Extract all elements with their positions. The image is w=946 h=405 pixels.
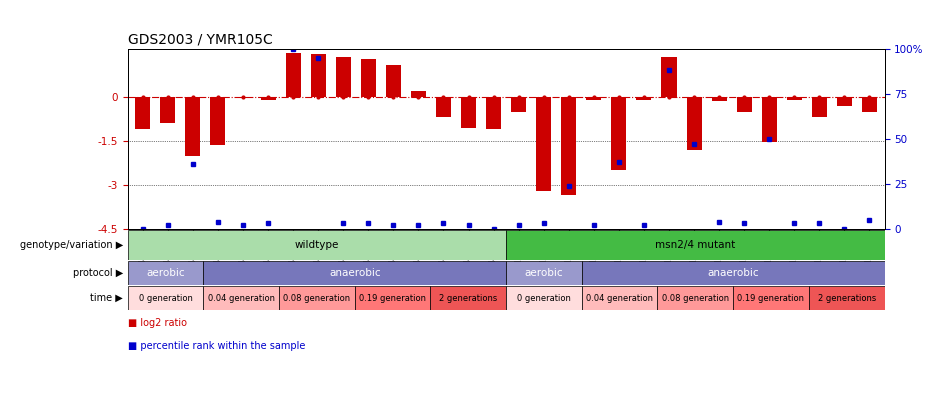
Text: protocol ▶: protocol ▶: [73, 268, 123, 278]
Text: ■ percentile rank within the sample: ■ percentile rank within the sample: [128, 341, 305, 351]
Bar: [536, 97, 552, 191]
Bar: [506, 261, 582, 285]
Bar: [787, 97, 802, 100]
Bar: [762, 97, 777, 143]
Bar: [135, 97, 150, 129]
Text: 0.04 generation: 0.04 generation: [208, 294, 274, 303]
Bar: [336, 58, 351, 97]
Bar: [436, 97, 451, 117]
Bar: [733, 286, 809, 310]
Bar: [711, 97, 727, 101]
Bar: [260, 97, 275, 100]
Bar: [637, 97, 652, 100]
Bar: [210, 97, 225, 145]
Bar: [236, 97, 251, 98]
Bar: [506, 286, 582, 310]
Bar: [128, 286, 203, 310]
Bar: [561, 97, 576, 195]
Bar: [506, 230, 885, 260]
Bar: [430, 286, 506, 310]
Text: time ▶: time ▶: [90, 293, 123, 303]
Text: anaerobic: anaerobic: [708, 268, 759, 278]
Bar: [812, 97, 827, 117]
Bar: [511, 97, 526, 112]
Text: ■ log2 ratio: ■ log2 ratio: [128, 318, 186, 328]
Text: wildtype: wildtype: [295, 240, 339, 250]
Text: 0 generation: 0 generation: [517, 294, 570, 303]
Bar: [360, 59, 376, 97]
Bar: [286, 53, 301, 97]
Text: 0.19 generation: 0.19 generation: [359, 294, 426, 303]
Text: 0.08 generation: 0.08 generation: [662, 294, 728, 303]
Bar: [203, 286, 279, 310]
Bar: [461, 97, 476, 128]
Bar: [411, 90, 426, 97]
Bar: [203, 261, 506, 285]
Bar: [160, 97, 175, 124]
Bar: [661, 58, 676, 97]
Bar: [611, 97, 626, 170]
Text: GDS2003 / YMR105C: GDS2003 / YMR105C: [128, 32, 272, 46]
Bar: [386, 65, 401, 97]
Bar: [657, 286, 733, 310]
Text: anaerobic: anaerobic: [329, 268, 380, 278]
Text: genotype/variation ▶: genotype/variation ▶: [20, 240, 123, 250]
Bar: [355, 286, 430, 310]
Bar: [279, 286, 355, 310]
Bar: [809, 286, 885, 310]
Bar: [310, 54, 325, 97]
Bar: [587, 97, 602, 100]
Text: 0.08 generation: 0.08 generation: [284, 294, 350, 303]
Text: 0.19 generation: 0.19 generation: [738, 294, 804, 303]
Text: msn2/4 mutant: msn2/4 mutant: [656, 240, 735, 250]
Bar: [185, 97, 201, 156]
Text: 2 generations: 2 generations: [817, 294, 876, 303]
Text: 0 generation: 0 generation: [139, 294, 192, 303]
Bar: [582, 261, 885, 285]
Text: 0.04 generation: 0.04 generation: [587, 294, 653, 303]
Bar: [128, 230, 506, 260]
Bar: [737, 97, 752, 112]
Bar: [582, 286, 657, 310]
Bar: [687, 97, 702, 150]
Bar: [128, 261, 203, 285]
Bar: [837, 97, 852, 106]
Text: aerobic: aerobic: [525, 268, 563, 278]
Bar: [486, 97, 501, 129]
Text: aerobic: aerobic: [147, 268, 184, 278]
Text: 2 generations: 2 generations: [439, 294, 498, 303]
Bar: [862, 97, 877, 112]
